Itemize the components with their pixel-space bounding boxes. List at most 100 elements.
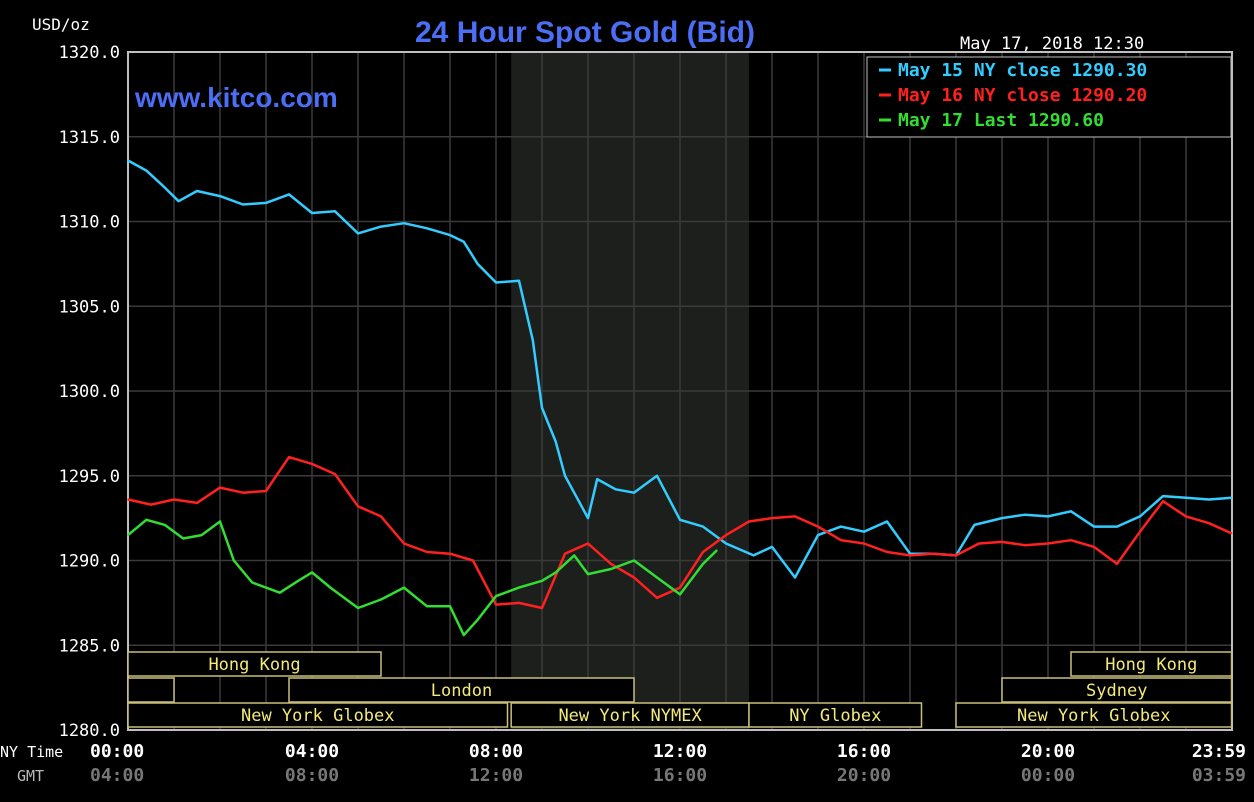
data-point: [357, 607, 359, 609]
data-point: [463, 241, 465, 243]
session-label: New York Globex: [241, 706, 395, 726]
data-point: [182, 537, 184, 540]
session-label: New York Globex: [1017, 706, 1171, 726]
data-point: [1139, 515, 1141, 518]
data-point: [840, 525, 842, 528]
data-point: [1070, 539, 1072, 541]
session-bar: [510, 702, 750, 728]
data-point: [573, 554, 575, 557]
data-point: [1185, 496, 1187, 499]
data-point: [219, 195, 221, 197]
legend-box: [866, 56, 1232, 138]
data-point: [311, 463, 313, 465]
data-point: [702, 551, 704, 553]
y-axis: 1320.0 1315.0 1310.0 1305.0 1300.0 1295.0 1290…: [59, 43, 120, 741]
data-point: [679, 593, 681, 596]
data-point: [242, 203, 244, 206]
data-point: [426, 551, 428, 553]
data-point: [449, 552, 451, 555]
data-point: [679, 519, 681, 521]
data-point: [518, 586, 520, 589]
data-point: [1116, 563, 1118, 565]
data-point: [932, 552, 934, 555]
data-point: [219, 520, 221, 523]
data-point: [297, 580, 300, 582]
data-point: [702, 525, 704, 528]
session-label: New York NYMEX: [558, 706, 702, 726]
data-point: [955, 554, 957, 557]
data-point: [233, 559, 235, 562]
session-bar: [127, 702, 509, 728]
data-point: [863, 542, 865, 545]
x-tick-label-gmt: 08:00: [285, 765, 339, 786]
y-tick-label: 1320.0: [59, 43, 120, 63]
data-point: [794, 576, 796, 579]
x-row-label-ny: NY Time: [0, 743, 63, 761]
data-point: [495, 595, 497, 597]
data-point: [380, 598, 382, 601]
data-point: [164, 186, 166, 189]
x-tick-label-gmt: 20:00: [837, 765, 891, 786]
y-tick-label: 1305.0: [59, 297, 120, 317]
data-point: [1093, 546, 1095, 548]
y-tick-label: 1315.0: [59, 128, 120, 148]
data-point: [610, 563, 612, 565]
data-point: [1162, 495, 1164, 497]
data-point: [771, 517, 773, 519]
data-point: [476, 263, 479, 265]
data-point: [357, 232, 359, 235]
data-point: [725, 542, 727, 545]
data-point: [886, 551, 888, 553]
x-tick-label-ny: 00:00: [90, 741, 144, 762]
data-point: [973, 524, 976, 526]
data-point: [495, 603, 497, 606]
data-point: [1230, 496, 1233, 499]
y-tick-label: 1280.0: [59, 721, 120, 741]
x-tick-label-gmt: 04:00: [90, 765, 144, 786]
data-point: [656, 474, 658, 477]
data-point: [610, 568, 612, 570]
data-point: [200, 534, 203, 536]
data-point: [177, 200, 180, 202]
legend-entry: May 15 NY close 1290.30: [898, 60, 1147, 81]
x-axis: NY Time GMT 00:00 04:00 04:00 08:00 08:00 12:00…: [0, 741, 1246, 786]
data-point: [794, 515, 796, 518]
data-point: [656, 596, 658, 599]
data-point: [219, 486, 221, 489]
data-point: [587, 517, 589, 519]
data-point: [1001, 517, 1003, 519]
data-point: [518, 280, 520, 282]
data-point: [357, 505, 359, 508]
x-tick-label-ny: 16:00: [837, 741, 891, 762]
data-point: [716, 549, 718, 552]
data-point: [426, 227, 428, 230]
data-point: [633, 576, 635, 579]
x-tick-label-gmt: 12:00: [469, 765, 523, 786]
x-tick-label-ny: 20:00: [1021, 741, 1075, 762]
data-point: [1093, 525, 1095, 528]
data-point: [748, 520, 750, 523]
x-tick-label-ny: 08:00: [469, 741, 523, 762]
data-point: [1162, 500, 1164, 502]
data-point: [633, 491, 635, 494]
data-point: [1208, 522, 1210, 525]
chart-title: 24 Hour Spot Gold (Bid): [415, 16, 755, 49]
session-bar: [1001, 677, 1233, 703]
x-row-label-gmt: GMT: [17, 767, 44, 785]
data-point: [334, 210, 336, 213]
grid-lines: [128, 52, 1232, 730]
data-point: [1230, 532, 1233, 535]
x-tick-label-gmt: 03:59: [1192, 765, 1246, 786]
data-point: [633, 559, 635, 562]
data-point: [702, 563, 704, 565]
session-label: NY Globex: [789, 706, 881, 726]
chart-timestamp: May 17, 2018 12:30: [960, 34, 1144, 54]
data-point: [449, 234, 451, 236]
data-point: [1024, 513, 1026, 516]
data-point: [127, 159, 129, 162]
data-point: [1185, 515, 1187, 518]
x-tick-label-ny: 12:00: [653, 741, 707, 762]
data-point: [555, 441, 557, 443]
data-point: [1001, 541, 1003, 543]
session-label: Hong Kong: [1105, 655, 1197, 675]
